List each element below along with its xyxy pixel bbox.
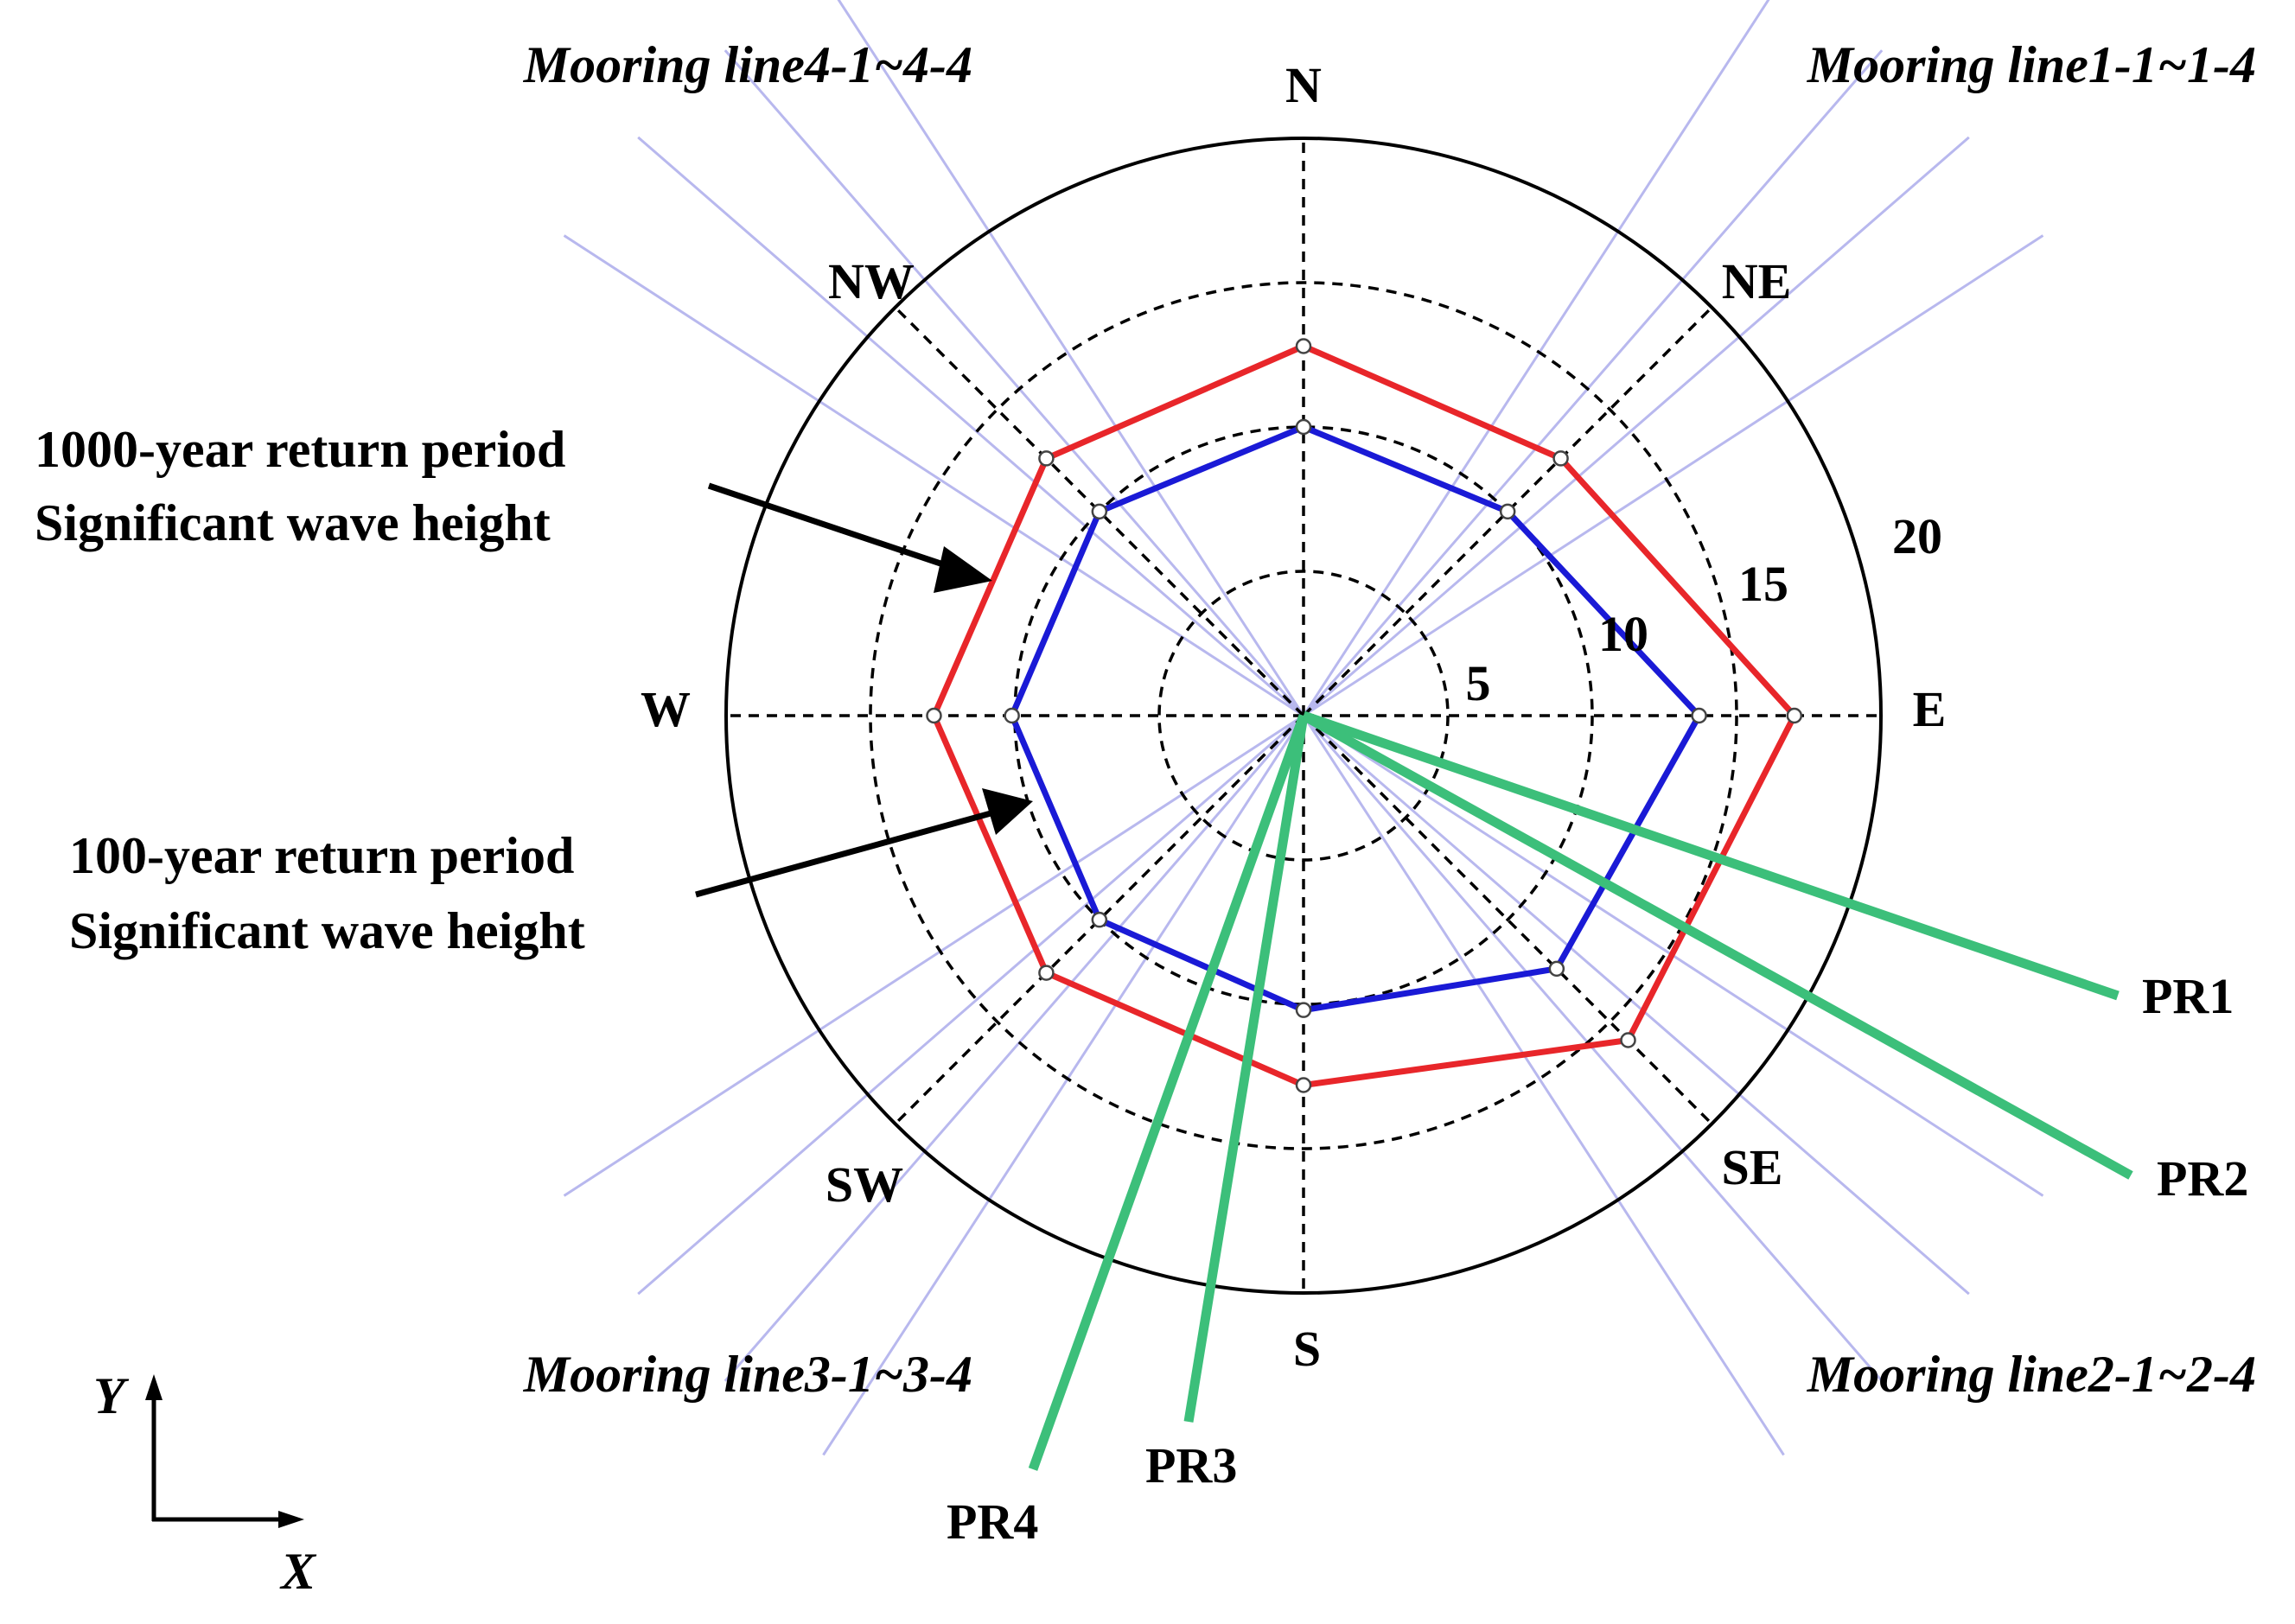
mooring-label-line2: Mooring line2-1~2-4 — [1807, 1346, 2256, 1403]
mooring-line3-4 — [563, 714, 1304, 1197]
mooring-line4-2 — [637, 136, 1304, 717]
mooring-line3-1 — [822, 715, 1305, 1456]
return-1000-point-w — [926, 707, 942, 724]
arrow-1000-head — [934, 546, 992, 593]
mooring-line1-3 — [1303, 136, 1970, 717]
riser-line-pr1 — [1302, 710, 2120, 1001]
y-axis-arrowhead — [145, 1374, 163, 1400]
riser-labels: PR1 PR2 PR3 PR4 — [947, 968, 2248, 1550]
grid-circle-5 — [1157, 570, 1450, 862]
return-100-point-nw — [1091, 503, 1108, 520]
riser-line-pr4 — [1028, 714, 1309, 1471]
mooring-line3-3 — [637, 714, 1304, 1296]
annotation-arrows — [695, 482, 1033, 898]
compass-label-ne: NE — [1722, 253, 1792, 309]
arrow-100-head — [982, 788, 1033, 835]
return-100-point-se — [1548, 960, 1565, 978]
radial-tick-labels: 5 10 15 20 — [1466, 508, 1943, 711]
return-1000-point-sw — [1038, 965, 1055, 981]
mooring-line1-1 — [1302, 0, 1770, 716]
mooring-line2-3 — [1302, 715, 1884, 1382]
riser-line-pr2 — [1301, 711, 2133, 1180]
grid-spoke-se — [1302, 714, 1713, 1125]
arrow-1000-shaft — [707, 482, 953, 570]
return-100-polygon — [1009, 424, 1703, 1014]
riser-label-pr3: PR3 — [1145, 1437, 1237, 1493]
annotation-1000-line1: 1000-year return period — [35, 421, 565, 478]
riser-label-pr4: PR4 — [947, 1493, 1038, 1550]
return-1000-point-ne — [1552, 450, 1569, 467]
return-100-point-e — [1691, 707, 1707, 724]
mooring-line4-1 — [563, 234, 1304, 717]
x-axis-label: X — [279, 1543, 317, 1600]
return-100-point-w — [1004, 707, 1020, 724]
annotation-100-line2: Significant wave height — [69, 902, 585, 959]
return-100-point-ne — [1499, 503, 1516, 520]
mooring-line1-4 — [1303, 234, 2044, 717]
mooring-label-line4: Mooring line4-1~4-4 — [523, 36, 972, 93]
compass-label-w: W — [641, 681, 691, 737]
compass-labels: N NE E SE S SW W NW — [641, 57, 1946, 1377]
mooring-line2-2 — [1303, 714, 1970, 1296]
outer-circle — [724, 137, 1883, 1295]
radial-tick-15: 15 — [1738, 556, 1788, 612]
radial-tick-5: 5 — [1466, 655, 1491, 711]
compass-label-e: E — [1913, 681, 1947, 737]
return-1000-point-nw — [1038, 450, 1055, 467]
return-100-point-sw — [1091, 911, 1108, 928]
return-1000-point-s — [1295, 1077, 1312, 1093]
grid-spoke-ne — [1302, 306, 1713, 717]
radial-tick-10: 10 — [1598, 606, 1648, 662]
riser-label-pr2: PR2 — [2157, 1150, 2248, 1207]
annotation-100-line1: 100-year return period — [69, 827, 574, 884]
grid-spoke-nw — [894, 306, 1305, 717]
x-axis-arrowhead — [278, 1511, 304, 1528]
arrow-100-shaft — [695, 809, 995, 898]
mooring-line1-2 — [1302, 49, 1884, 716]
riser-lines — [1028, 710, 2133, 1471]
coordinate-axes: Y X — [93, 1367, 317, 1600]
polar-grid — [724, 137, 1883, 1295]
radial-tick-20: 20 — [1892, 508, 1942, 564]
annotation-1000-line2: Significant wave height — [35, 494, 551, 551]
mooring-line2-4 — [1302, 715, 1785, 1456]
y-axis-label: Y — [93, 1367, 130, 1424]
riser-label-pr1: PR1 — [2142, 968, 2234, 1024]
compass-label-se: SE — [1722, 1139, 1783, 1195]
riser-line-pr3 — [1183, 715, 1309, 1423]
mooring-line4-4 — [837, 0, 1305, 716]
mooring-label-line3: Mooring line3-1~3-4 — [523, 1346, 972, 1403]
return-100-point-n — [1295, 418, 1312, 436]
compass-label-sw: SW — [826, 1156, 903, 1213]
compass-label-n: N — [1285, 57, 1322, 113]
compass-label-nw: NW — [828, 253, 915, 309]
return-1000-point-e — [1786, 707, 1803, 724]
return-1000-point-n — [1295, 338, 1312, 354]
mooring-line3-2 — [724, 715, 1305, 1382]
mooring-label-line1: Mooring line1-1~1-4 — [1807, 36, 2256, 93]
return-100-point-s — [1295, 1002, 1312, 1018]
grid-circle-15 — [869, 281, 1738, 1150]
compass-label-s: S — [1293, 1321, 1321, 1377]
grid-circle-10 — [1013, 425, 1594, 1006]
return-1000-point-se — [1620, 1032, 1636, 1048]
grid-spoke-sw — [894, 714, 1305, 1125]
mooring-line4-3 — [724, 49, 1305, 716]
return-period-annotations: 1000-year return period Significant wave… — [35, 421, 585, 959]
mooring-line-labels: Mooring line4-1~4-4 Mooring line1-1~1-4 … — [523, 36, 2256, 1403]
wave-height-series — [926, 338, 1803, 1093]
